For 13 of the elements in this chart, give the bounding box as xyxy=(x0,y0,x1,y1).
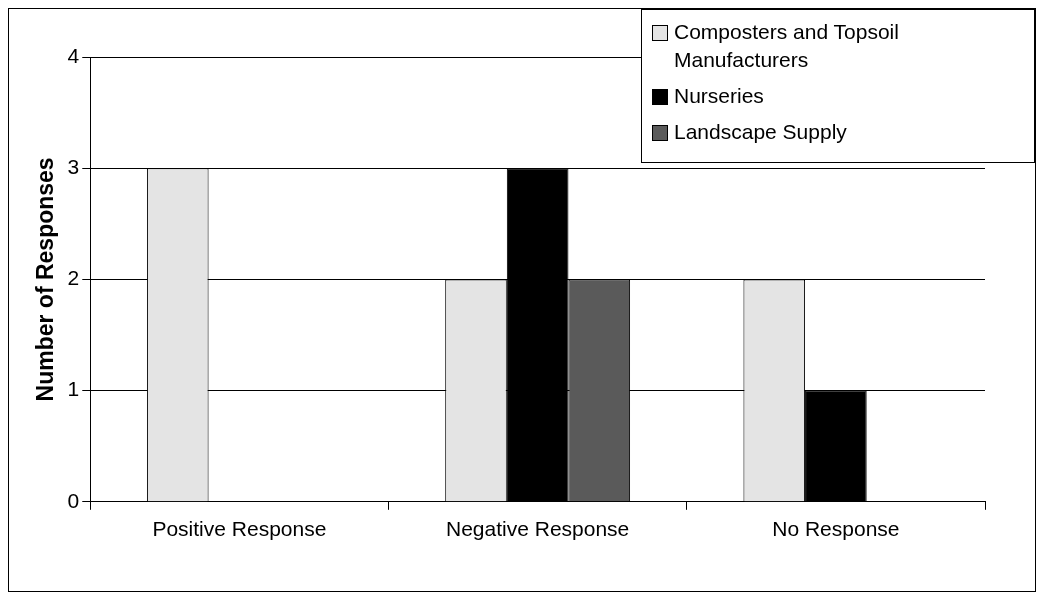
legend-label: Nurseries xyxy=(674,83,764,109)
x-tick-label: Positive Response xyxy=(152,517,327,541)
x-tick-label: No Response xyxy=(772,517,900,541)
legend-label: Landscape Supply xyxy=(674,119,847,145)
legend-label: Composters and Topsoil Manufacturers xyxy=(674,19,900,73)
y-tick-label: 4 xyxy=(67,43,80,67)
y-tick-label: 0 xyxy=(67,488,80,512)
x-tick-label: Negative Response xyxy=(446,517,630,541)
y-tick-label: 2 xyxy=(67,266,80,290)
y-axis-title: Number of Responses xyxy=(32,157,59,402)
y-tick-label: 1 xyxy=(67,377,80,401)
bar xyxy=(506,168,569,502)
y-tick-label: 3 xyxy=(67,155,80,178)
